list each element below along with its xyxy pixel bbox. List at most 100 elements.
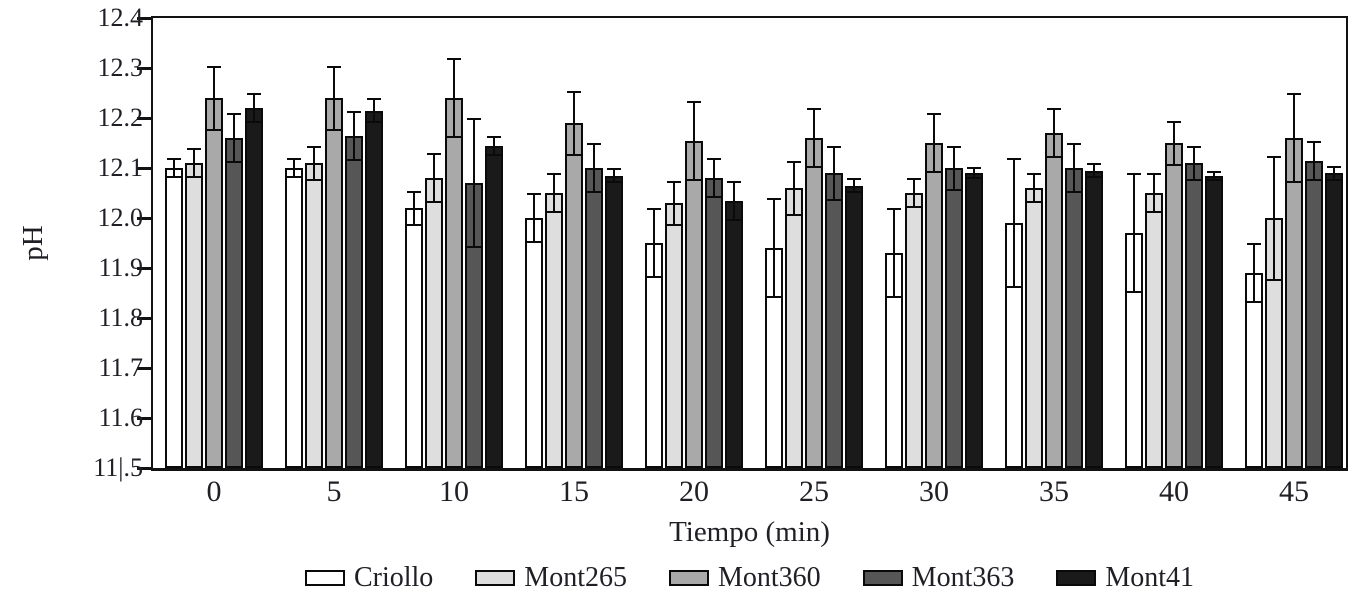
bar-mont360-t0 xyxy=(205,98,223,468)
y-tick-label: 11.8 xyxy=(98,303,143,332)
error-bar-mont360-t0 xyxy=(207,65,221,131)
bar-mont265-t0 xyxy=(185,163,203,468)
bar-mont363-t20 xyxy=(705,178,723,468)
bar-mont41-t45 xyxy=(1325,173,1343,468)
bar-mont41-t35 xyxy=(1085,170,1103,468)
bar-mont363-t0 xyxy=(225,138,243,468)
legend-label: Criollo xyxy=(353,562,434,593)
error-bar-criollo-t20 xyxy=(647,208,661,278)
error-bar-mont360-t25 xyxy=(807,108,821,168)
bar-groups-container xyxy=(153,18,1346,468)
error-bar-mont265-t5 xyxy=(307,145,321,181)
legend-item-criollo: Criollo xyxy=(304,562,434,594)
bar-group-30 xyxy=(885,18,983,468)
error-bar-mont41-t5 xyxy=(367,98,381,123)
bar-mont360-t10 xyxy=(445,98,463,468)
bar-group-25 xyxy=(765,18,863,468)
error-bar-mont265-t30 xyxy=(907,178,921,208)
legend-label: Mont363 xyxy=(911,562,1015,593)
bar-mont41-t25 xyxy=(845,185,863,468)
error-bar-mont360-t35 xyxy=(1047,108,1061,158)
bar-mont265-t40 xyxy=(1145,193,1163,468)
error-bar-mont363-t15 xyxy=(587,143,601,193)
x-tick-label: 45 xyxy=(1279,475,1309,508)
bar-group-45 xyxy=(1245,18,1343,468)
error-bar-mont265-t0 xyxy=(187,148,201,178)
bar-mont360-t40 xyxy=(1165,143,1183,468)
error-bar-mont363-t0 xyxy=(227,113,241,163)
error-bar-criollo-t10 xyxy=(407,190,421,226)
bar-mont41-t5 xyxy=(365,110,383,468)
bar-mont363-t5 xyxy=(345,135,363,468)
y-tick-mark xyxy=(137,417,151,420)
y-tick-mark xyxy=(137,17,151,20)
bar-mont265-t15 xyxy=(545,193,563,468)
x-tick-label: 40 xyxy=(1159,475,1189,508)
bar-mont360-t35 xyxy=(1045,133,1063,468)
y-tick-label: 12.1 xyxy=(97,153,144,182)
bar-mont363-t45 xyxy=(1305,160,1323,468)
bar-group-0 xyxy=(165,18,263,468)
bar-mont41-t0 xyxy=(245,108,263,468)
y-tick-mark xyxy=(137,467,151,470)
legend-item-mont360: Mont360 xyxy=(668,562,821,594)
error-bar-criollo-t0 xyxy=(167,158,181,178)
legend-swatch-criollo xyxy=(304,570,345,586)
bar-mont41-t20 xyxy=(725,200,743,468)
error-bar-mont363-t35 xyxy=(1067,143,1081,193)
legend-item-mont265: Mont265 xyxy=(475,562,627,594)
bar-criollo-t5 xyxy=(285,168,303,468)
y-tick-mark xyxy=(137,167,151,170)
y-tick-label: 11|.5 xyxy=(93,453,143,482)
error-bar-mont265-t45 xyxy=(1267,155,1281,281)
legend-item-mont41: Mont41 xyxy=(1056,562,1194,594)
error-bar-mont265-t40 xyxy=(1147,173,1161,213)
y-tick-label: 11.6 xyxy=(98,403,143,432)
bar-mont265-t10 xyxy=(425,178,443,468)
error-bar-mont360-t40 xyxy=(1167,120,1181,166)
error-bar-mont41-t30 xyxy=(967,167,981,179)
x-tick-label: 15 xyxy=(559,475,589,508)
error-bar-criollo-t30 xyxy=(887,208,901,298)
error-bar-mont360-t10 xyxy=(447,58,461,138)
bar-mont265-t5 xyxy=(305,163,323,468)
x-tick-label: 10 xyxy=(439,475,469,508)
bar-mont41-t15 xyxy=(605,175,623,468)
error-bar-criollo-t25 xyxy=(767,198,781,298)
bar-group-20 xyxy=(645,18,743,468)
x-tick-label: 20 xyxy=(679,475,709,508)
bar-mont360-t5 xyxy=(325,98,343,468)
bar-mont360-t30 xyxy=(925,143,943,468)
legend-swatch-mont265 xyxy=(475,570,516,586)
error-bar-mont360-t15 xyxy=(567,90,581,156)
bar-mont265-t35 xyxy=(1025,188,1043,468)
bar-mont265-t25 xyxy=(785,188,803,468)
error-bar-mont363-t10 xyxy=(467,118,481,248)
y-tick-mark xyxy=(137,267,151,270)
y-tick-label: 12.0 xyxy=(97,203,144,232)
bar-mont363-t30 xyxy=(945,168,963,468)
y-tick-label: 12.3 xyxy=(97,53,144,82)
error-bar-mont41-t35 xyxy=(1087,163,1101,178)
bar-mont363-t15 xyxy=(585,168,603,468)
error-bar-mont360-t45 xyxy=(1287,93,1301,183)
legend-swatch-mont360 xyxy=(668,570,709,586)
error-bar-mont41-t15 xyxy=(607,168,621,183)
y-tick-label: 12.4 xyxy=(97,3,144,32)
plot-area xyxy=(151,16,1348,471)
error-bar-mont363-t40 xyxy=(1187,145,1201,181)
error-bar-mont41-t10 xyxy=(487,135,501,156)
error-bar-mont360-t20 xyxy=(687,100,701,181)
x-tick-label: 5 xyxy=(326,475,342,508)
bar-criollo-t10 xyxy=(405,208,423,468)
bar-criollo-t0 xyxy=(165,168,183,468)
x-tick-label: 0 xyxy=(206,475,222,508)
x-tick-label: 35 xyxy=(1039,475,1069,508)
y-tick-mark xyxy=(137,67,151,70)
error-bar-criollo-t35 xyxy=(1007,158,1021,288)
bar-mont363-t40 xyxy=(1185,163,1203,468)
legend-swatch-mont363 xyxy=(862,570,903,586)
bar-mont265-t30 xyxy=(905,193,923,468)
y-tick-label: 11.7 xyxy=(98,353,143,382)
error-bar-mont363-t45 xyxy=(1307,140,1321,181)
